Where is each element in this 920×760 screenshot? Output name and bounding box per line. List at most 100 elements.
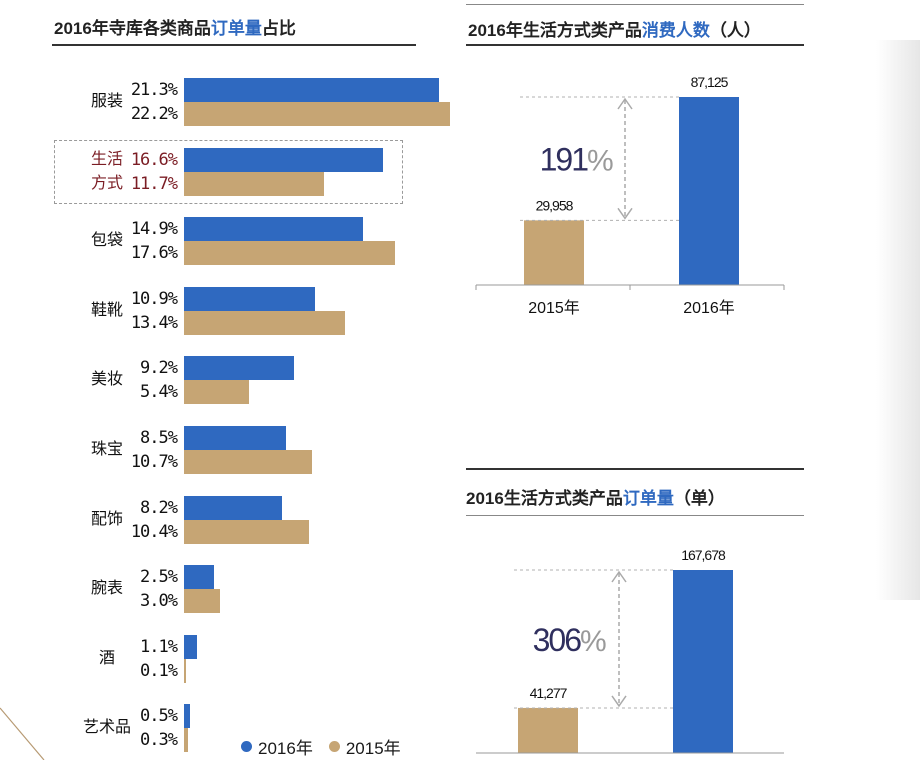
value-label-2015: 10.7% bbox=[130, 452, 178, 472]
left-title-part-a: 2016年寺库各类商品 bbox=[54, 19, 211, 38]
legend-2015-label: 2015年 bbox=[345, 739, 401, 758]
category-label-line: 包袋 bbox=[90, 232, 123, 250]
bar-2016 bbox=[184, 217, 363, 242]
left-title-rule bbox=[52, 44, 416, 46]
bar-2015 bbox=[184, 310, 345, 335]
value-label-2015: 10.4% bbox=[130, 521, 178, 542]
left-title-part-c: 占比 bbox=[261, 19, 296, 38]
value-label-2015: 5.4% bbox=[140, 382, 178, 403]
left-chart-title: 2016年寺库各类商品订单量占比 bbox=[54, 14, 296, 39]
bar-2015 bbox=[184, 171, 325, 196]
value-label-2016: 10.9% bbox=[130, 288, 178, 309]
bar-2016 bbox=[184, 426, 286, 450]
legend-item-2016: 2016年 bbox=[241, 734, 313, 759]
visitors-chart-title: 2016年生活方式类产品消费人数（人） bbox=[468, 16, 761, 41]
visitors-title-underline bbox=[466, 44, 804, 46]
value-label: 87,125 bbox=[691, 74, 729, 90]
category-label: 包袋 bbox=[78, 229, 136, 253]
value-label-2015: 13.4% bbox=[130, 312, 178, 333]
value-label-2016: 2.5% bbox=[140, 567, 178, 588]
x-tick-label: 2016年 bbox=[683, 299, 735, 317]
growth-arrow-down-icon bbox=[617, 207, 633, 220]
category-label-line: 酒 bbox=[98, 649, 115, 667]
value-label-2015: 17.6% bbox=[130, 243, 178, 264]
bar-2015 bbox=[184, 450, 313, 474]
visitors-title-highlight: 消费人数 bbox=[641, 21, 710, 40]
growth-value: 191 bbox=[540, 142, 589, 178]
bar-2015年 bbox=[518, 707, 578, 753]
value-label-2015: 3.0% bbox=[140, 591, 178, 612]
orders-bar-chart: 41,277 167,678 306% bbox=[476, 547, 784, 754]
value-label: 41,277 bbox=[530, 685, 568, 701]
bar-2015年 bbox=[524, 220, 584, 285]
value-label-2015: 22.2% bbox=[130, 104, 178, 124]
category-label: 艺术品 bbox=[78, 716, 136, 740]
category-label-line: 美妆 bbox=[90, 371, 123, 389]
bar-2015 bbox=[184, 102, 450, 126]
orders-title-part-a: 2016生活方式类产品 bbox=[466, 489, 623, 508]
value-label-2016: 9.2% bbox=[140, 358, 178, 379]
growth-value: 306 bbox=[533, 622, 582, 658]
page-edge-shadow bbox=[876, 40, 920, 600]
bar-2016 bbox=[184, 356, 295, 381]
bar-2016 bbox=[184, 634, 198, 659]
orders-chart-title: 2016生活方式类产品订单量（单） bbox=[466, 484, 725, 509]
value-label: 29,958 bbox=[536, 197, 574, 213]
category-label-line: 珠宝 bbox=[90, 441, 123, 458]
category-label-line: 艺术品 bbox=[82, 719, 131, 737]
category-label-line: 配饰 bbox=[90, 510, 123, 528]
growth-arrow-up-icon bbox=[611, 570, 627, 583]
value-label-2016: 1.1% bbox=[140, 636, 178, 657]
value-label-2016: 21.3% bbox=[130, 80, 178, 100]
category-label-line: 鞋靴 bbox=[90, 301, 123, 319]
category-label: 鞋靴 bbox=[78, 299, 136, 323]
value-label-2016: 14.9% bbox=[130, 219, 178, 240]
legend-item-2015: 2015年 bbox=[328, 734, 401, 759]
visitors-title-part-c: （人） bbox=[709, 21, 761, 40]
visitors-title-part-a: 2016年生活方式类产品 bbox=[468, 21, 642, 40]
bar-2016 bbox=[184, 78, 440, 102]
x-tick-label: 2015年 bbox=[528, 299, 580, 317]
value-label-2016: 8.5% bbox=[140, 428, 178, 448]
value-label-2015: 11.7% bbox=[130, 173, 178, 194]
growth-unit: % bbox=[580, 625, 607, 658]
value-label: 167,678 bbox=[681, 547, 726, 563]
category-label-line: 生活 bbox=[90, 150, 123, 168]
growth-arrow-up-icon bbox=[617, 97, 633, 110]
growth-arrow-down-icon bbox=[611, 695, 627, 708]
bar-2015 bbox=[184, 589, 220, 614]
category-label-line: 腕表 bbox=[90, 580, 123, 598]
bar-2016 bbox=[184, 147, 383, 172]
category-label: 酒 bbox=[78, 647, 136, 671]
category-label: 配饰 bbox=[78, 508, 136, 532]
bar-2015 bbox=[184, 728, 188, 753]
highlight-box bbox=[54, 139, 403, 204]
bar-2016 bbox=[184, 495, 283, 520]
category-label-line: 服装 bbox=[90, 93, 123, 110]
value-label-2016: 8.2% bbox=[140, 497, 178, 518]
category-label: 腕表 bbox=[78, 577, 136, 601]
left-title-highlight: 订单量 bbox=[210, 19, 262, 38]
value-label-2016: 0.5% bbox=[140, 706, 178, 727]
category-label: 美妆 bbox=[78, 368, 136, 392]
visitors-bar-chart: 29,958 87,125 191 % 2015年 2016年 bbox=[475, 74, 785, 317]
orders-title-topline bbox=[466, 468, 804, 470]
category-label: 珠宝 bbox=[78, 438, 136, 462]
bar-2015 bbox=[184, 519, 309, 544]
bar-2016年 bbox=[673, 570, 733, 753]
chart-legend: 2016年 2015年 bbox=[241, 734, 401, 759]
growth-unit: % bbox=[587, 145, 614, 178]
value-label-2015: 0.3% bbox=[140, 730, 178, 751]
bar-2015 bbox=[184, 658, 186, 683]
legend-2016-swatch-icon bbox=[241, 741, 252, 752]
decorative-diagonal-line bbox=[0, 707, 45, 760]
orders-title-part-c: （单） bbox=[673, 489, 725, 508]
value-label-2015: 0.1% bbox=[140, 660, 178, 681]
bar-2016年 bbox=[679, 97, 739, 285]
category-label: 生活 方式 bbox=[78, 148, 136, 196]
orders-title-underline bbox=[466, 515, 804, 516]
bar-2016 bbox=[184, 565, 214, 590]
legend-2016-label: 2016年 bbox=[258, 739, 313, 758]
bar-2015 bbox=[184, 380, 249, 405]
category-label: 服装 bbox=[78, 90, 136, 114]
